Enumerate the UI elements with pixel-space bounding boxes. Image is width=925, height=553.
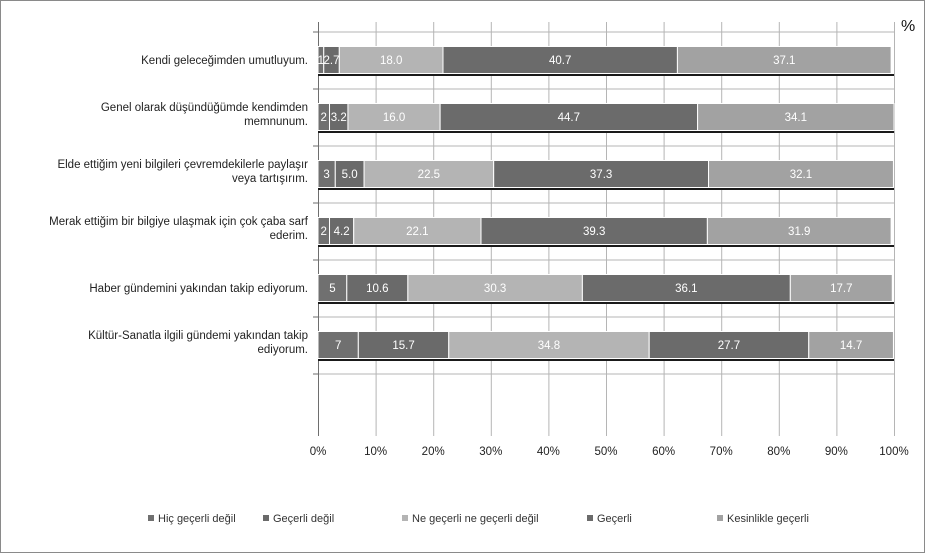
bar-segment [808,331,894,359]
category-label-line: ediyorum. [258,344,309,356]
bar-segment [697,103,895,131]
bar-segment [317,331,359,359]
x-tick-label: 20% [422,446,445,458]
data-label: 31.9 [788,226,810,238]
data-label: 5 [329,283,335,295]
bar-segment [493,160,710,188]
data-label: 16.0 [383,112,405,124]
legend-swatch [148,515,154,521]
data-label: 4.2 [334,226,350,238]
bar-segment [357,331,450,359]
x-tick-label: 40% [537,446,560,458]
category-label-line: Elde ettiğim yeni bilgileri çevremdekile… [57,159,308,171]
bar-segment [353,217,482,245]
bar-segment [789,274,893,302]
category-label-line: ederim. [270,230,308,242]
legend-entry: Geçerli değil [273,513,334,525]
bar-segment [676,46,892,74]
data-label: 5.0 [342,169,358,181]
bar-segment [363,160,495,188]
data-label: 40.7 [549,55,571,67]
category-label-line: Kültür-Sanatla ilgili gündemi yakından t… [88,330,308,342]
data-label: 17.7 [830,283,852,295]
x-tick-label: 70% [710,446,733,458]
data-label: 3 [323,169,329,181]
data-label: 18.0 [380,55,402,67]
data-label: 39.3 [583,226,605,238]
category-label-line: Merak ettiğim bir bilgiye ulaşmak için ç… [49,216,309,228]
category-label: Haber gündemini yakından takip ediyorum. [89,283,308,295]
unit-label: % [901,18,915,35]
bar-segment [442,46,678,74]
data-label: 36.1 [675,283,697,295]
category-label: Genel olarak düşündüğümde kendimden memnu… [101,102,308,128]
x-tick-label: 60% [652,446,675,458]
category-label-line: veya tartışırım. [232,173,308,185]
bar-segment [581,274,791,302]
category-label: Kültür-Sanatla ilgili gündemi yakından t… [88,330,308,356]
x-tick-label: 0% [310,446,327,458]
bar-segment [448,331,650,359]
x-tick-label: 30% [479,446,502,458]
data-label: 34.1 [785,112,807,124]
category-label: Merak ettiğim bir bilgiye ulaşmak için ç… [49,216,309,242]
data-label: 15.7 [392,340,414,352]
x-tick-label: 100% [879,446,908,458]
data-label: 3.2 [331,112,347,124]
legend-entry: Ne geçerli ne geçerli değil [412,513,539,525]
bar-segment [317,274,348,302]
x-tick-label: 90% [825,446,848,458]
legend-entry: Kesinlikle geçerli [727,513,809,525]
bar-segment [439,103,699,131]
legend-entry: Hiç geçerli değil [158,513,236,525]
bar-segment [480,217,708,245]
legend-swatch [717,515,723,521]
data-label: 37.3 [590,169,612,181]
legend-entry: Geçerli [597,513,632,525]
data-label: 1 [318,55,324,67]
data-label: 37.1 [773,55,795,67]
data-label: 22.5 [418,169,440,181]
category-label-line: Kendi geleceğimden umutluyum. [141,55,308,67]
data-label: 32.1 [790,169,812,181]
legend-swatch [587,515,593,521]
legend-swatch [402,515,408,521]
legend-swatch [263,515,269,521]
data-label: 2 [321,226,327,238]
data-label: 30.3 [484,283,506,295]
data-label: 22.1 [406,226,428,238]
data-label: 27.7 [718,340,740,352]
x-tick-label: 10% [364,446,387,458]
bar-segment [706,217,892,245]
category-label-line: memnunum. [244,116,308,128]
bar-segment [329,217,355,245]
category-label-line: Haber gündemini yakından takip ediyorum. [89,283,308,295]
category-label-line: Genel olarak düşündüğümde kendimden [101,102,308,114]
bar-segment [708,160,894,188]
bar-segment [346,274,409,302]
x-tick-label: 80% [767,446,790,458]
data-label: 44.7 [558,112,580,124]
data-label: 2.7 [324,55,340,67]
category-label: Kendi geleceğimden umutluyum. [141,55,308,67]
data-label: 10.6 [366,283,388,295]
x-tick-label: 50% [594,446,617,458]
data-label: 34.8 [538,340,560,352]
data-label: 14.7 [840,340,862,352]
data-label: 7 [335,340,341,352]
category-label: Elde ettiğim yeni bilgileri çevremdekile… [57,159,308,185]
data-label: 2 [321,112,327,124]
